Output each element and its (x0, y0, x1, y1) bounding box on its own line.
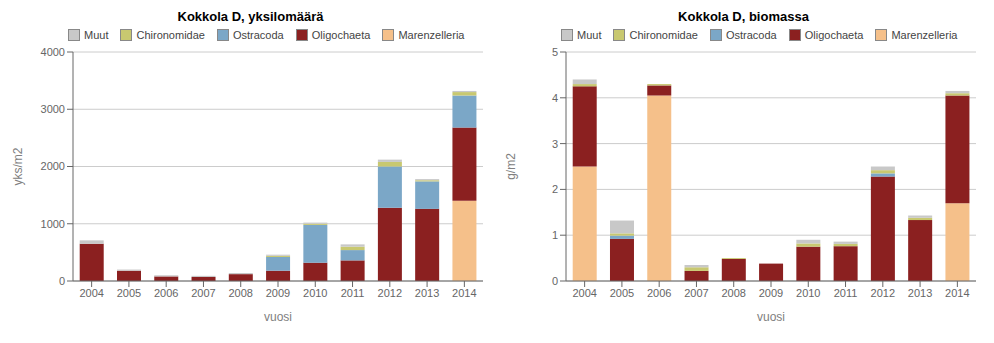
svg-text:yks/m2: yks/m2 (11, 147, 25, 185)
svg-text:vuosi: vuosi (757, 310, 785, 324)
svg-text:4: 4 (552, 92, 558, 104)
svg-text:5: 5 (552, 46, 558, 58)
svg-text:2014: 2014 (452, 287, 476, 299)
html-text:Ostracoda: Ostracoda (233, 29, 284, 41)
html-text:Kokkola D, biomassa: Kokkola D, biomassa (678, 9, 809, 24)
html-text:Chironomidae: Chironomidae (629, 29, 698, 41)
svg-text:2009: 2009 (266, 287, 290, 299)
svg-text:0: 0 (59, 275, 65, 287)
svg-text:2007: 2007 (191, 287, 215, 299)
html-text:Chironomidae: Chironomidae (136, 29, 205, 41)
svg-text:2012: 2012 (378, 287, 402, 299)
html-text:Muut: Muut (577, 29, 602, 41)
svg-text:2005: 2005 (117, 287, 141, 299)
svg-text:2010: 2010 (303, 287, 327, 299)
svg-text:2014: 2014 (945, 287, 969, 299)
svg-text:2011: 2011 (341, 287, 365, 299)
svg-text:1: 1 (552, 229, 558, 241)
svg-text:2007: 2007 (684, 287, 708, 299)
svg-text:2: 2 (552, 183, 558, 195)
html-text:Ostracoda: Ostracoda (726, 29, 777, 41)
html-text:Marenzelleria: Marenzelleria (398, 29, 465, 41)
svg-text:2012: 2012 (871, 287, 895, 299)
svg-text:2000: 2000 (41, 160, 65, 172)
svg-text:2009: 2009 (759, 287, 783, 299)
svg-text:0: 0 (552, 275, 558, 287)
svg-text:vuosi: vuosi (264, 310, 292, 324)
svg-text:2008: 2008 (228, 287, 252, 299)
svg-text:2004: 2004 (572, 287, 596, 299)
svg-text:2013: 2013 (908, 287, 932, 299)
svg-text:4000: 4000 (41, 46, 65, 58)
html-text:Muut: Muut (84, 29, 109, 41)
html-text:Oligochaeta: Oligochaeta (804, 29, 864, 41)
html-text:Kokkola D, yksilomäärä: Kokkola D, yksilomäärä (177, 9, 324, 24)
svg-text:1000: 1000 (41, 218, 65, 230)
svg-text:2013: 2013 (415, 287, 439, 299)
html-text:Oligochaeta: Oligochaeta (311, 29, 371, 41)
svg-text:2006: 2006 (154, 287, 178, 299)
svg-text:3: 3 (552, 138, 558, 150)
svg-text:2010: 2010 (796, 287, 820, 299)
svg-text:2011: 2011 (834, 287, 858, 299)
svg-text:3000: 3000 (41, 103, 65, 115)
svg-text:2006: 2006 (647, 287, 671, 299)
svg-text:2008: 2008 (721, 287, 745, 299)
html-text:Marenzelleria: Marenzelleria (891, 29, 958, 41)
svg-text:2005: 2005 (610, 287, 634, 299)
svg-text:2004: 2004 (79, 287, 103, 299)
svg-text:g/m2: g/m2 (504, 153, 518, 180)
